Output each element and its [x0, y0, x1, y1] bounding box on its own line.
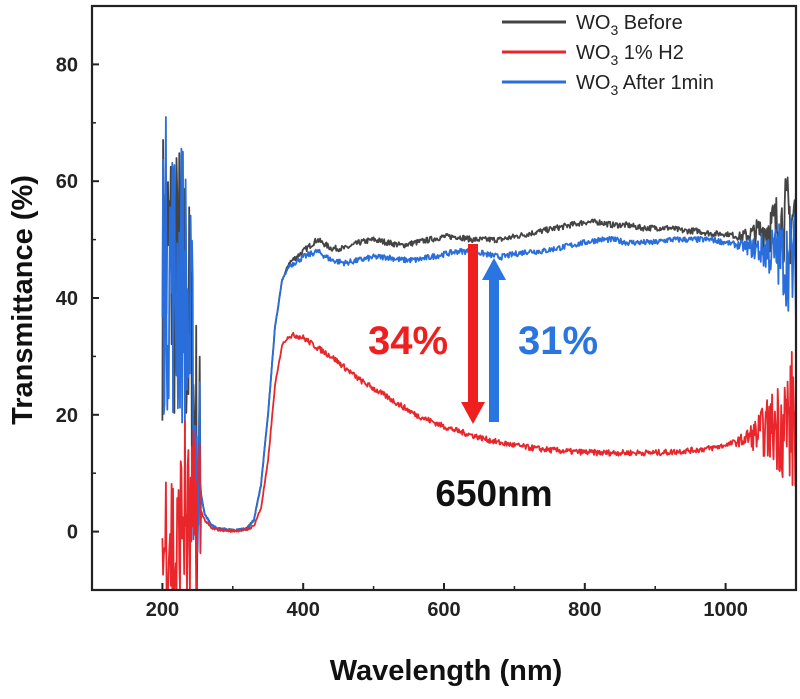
drop-arrow-shaft [468, 244, 478, 404]
recover-arrow-shaft [489, 278, 499, 422]
series-line [161, 116, 797, 565]
series-layer [161, 116, 797, 591]
x-tick-label: 1000 [703, 599, 748, 621]
recover-arrow-head [482, 258, 506, 280]
y-tick-label: 80 [56, 54, 78, 76]
legend-entry: WO3 After 1min [576, 72, 714, 98]
legend: WO3 Before WO3 1% H2 WO3 After 1min [502, 12, 714, 98]
y-tick-label: 0 [67, 522, 78, 544]
y-tick-label: 40 [56, 288, 78, 310]
annotation-wavelength-label: 650nm [435, 473, 552, 514]
drop-arrow-head [461, 402, 485, 424]
annotation-drop-label: 34% [368, 319, 448, 363]
x-tick-label: 400 [287, 599, 320, 621]
y-axis-title: Transmittance (%) [7, 175, 39, 425]
x-axis-title: Wavelength (nm) [330, 655, 563, 687]
x-tick-label: 600 [427, 599, 460, 621]
series-line [161, 139, 797, 591]
annotation-recover-label: 31% [518, 319, 598, 363]
y-tick-label: 60 [56, 171, 78, 193]
arrow-layer [461, 244, 506, 424]
x-tick-label: 800 [568, 599, 601, 621]
legend-entry: WO3 Before [576, 12, 683, 38]
x-tick-label: 200 [146, 599, 179, 621]
legend-entry: WO3 1% H2 [576, 42, 684, 68]
series-line [161, 331, 797, 591]
tick-layer: 200 400 600 800 1000 0 20 40 60 80 [56, 54, 748, 621]
y-tick-label: 20 [56, 405, 78, 427]
